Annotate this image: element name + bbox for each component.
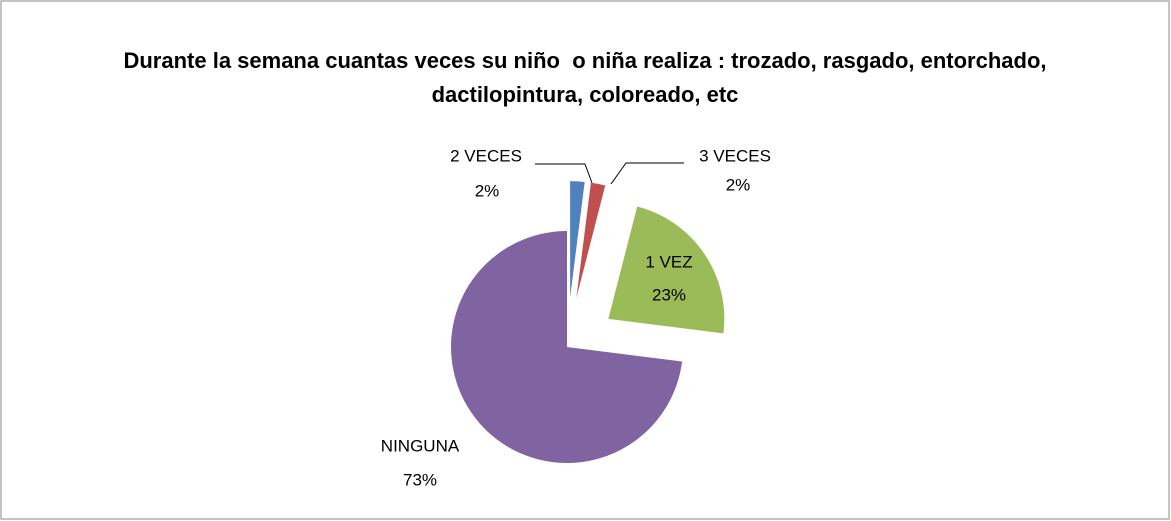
pie-slice xyxy=(570,181,585,298)
chart-title: Durante la semana cuantas veces su niño … xyxy=(123,48,1053,107)
slice-label: NINGUNA xyxy=(381,436,460,455)
leader-line xyxy=(535,163,593,184)
slice-value-label: 2% xyxy=(726,175,751,194)
slice-value-label: 23% xyxy=(652,285,686,304)
slice-label: 1 VEZ xyxy=(645,252,692,271)
slice-label: 2 VECES xyxy=(450,146,522,165)
pie-slice xyxy=(451,231,683,463)
pie-slice xyxy=(608,206,725,334)
pie-slice xyxy=(576,182,606,298)
leader-line xyxy=(610,162,684,185)
slice-label: 3 VECES xyxy=(699,146,771,165)
slice-value-label: 2% xyxy=(475,181,500,200)
slice-value-label: 73% xyxy=(403,470,437,489)
